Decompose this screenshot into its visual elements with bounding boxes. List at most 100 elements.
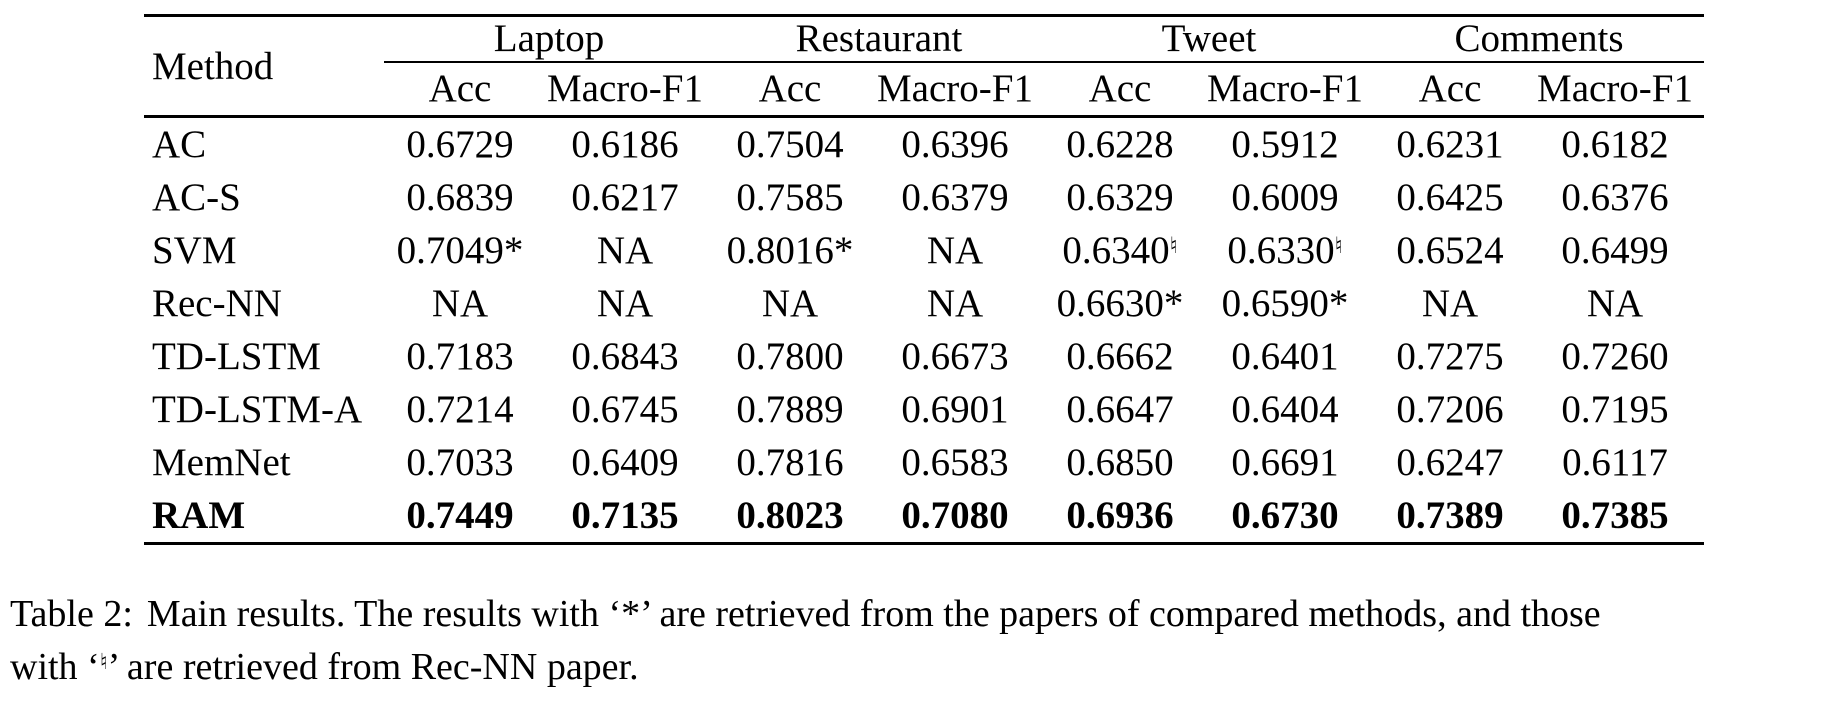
value-cell: 0.6117 bbox=[1562, 441, 1668, 484]
value-cell: 0.6583 bbox=[901, 441, 1009, 484]
value-cell: 0.6729 bbox=[406, 123, 514, 166]
column-header-comments-acc: Acc bbox=[1418, 67, 1482, 110]
value-cell: 0.6340♮ bbox=[1062, 229, 1178, 272]
value-cell: 0.7389 bbox=[1396, 494, 1504, 537]
value-cell: 0.6850 bbox=[1066, 441, 1174, 484]
method-cell: AC-S bbox=[151, 176, 241, 219]
value-cell: 0.6673 bbox=[901, 335, 1009, 378]
value-cell: 0.6182 bbox=[1561, 123, 1669, 166]
value-cell: 0.6901 bbox=[901, 388, 1009, 431]
value-cell: 0.8023 bbox=[736, 494, 844, 537]
table-row: SVM 0.7049* NA 0.8016* NA 0.6340♮ 0.6330♮ 0.652… bbox=[144, 224, 1704, 277]
value-cell: 0.6009 bbox=[1231, 176, 1339, 219]
method-cell: MemNet bbox=[151, 441, 291, 484]
value-cell: NA bbox=[1421, 282, 1479, 325]
group-header-comments: Comments bbox=[1374, 15, 1705, 63]
table-row: RAM 0.7449 0.7135 0.8023 0.7080 0.6936 0.6730 0… bbox=[144, 489, 1704, 544]
value-cell: NA bbox=[1586, 282, 1644, 325]
value-cell: NA bbox=[761, 282, 819, 325]
column-header-method: Method bbox=[151, 44, 274, 88]
value-cell: 0.6330♮ bbox=[1227, 229, 1343, 272]
value-cell: 0.6425 bbox=[1396, 176, 1504, 219]
value-cell: 0.6409 bbox=[571, 441, 679, 484]
value-cell: 0.6404 bbox=[1231, 388, 1339, 431]
value-cell: 0.7135 bbox=[571, 494, 679, 537]
table-header: Method Laptop Restaurant Tweet Comments … bbox=[143, 15, 1705, 117]
group-header-laptop: Laptop bbox=[383, 15, 714, 63]
value-cell: 0.7214 bbox=[406, 388, 514, 431]
value-cell: 0.6843 bbox=[571, 335, 679, 378]
value-cell: 0.6691 bbox=[1231, 441, 1339, 484]
value-cell: 0.7206 bbox=[1396, 388, 1504, 431]
value-cell: 0.6247 bbox=[1396, 441, 1504, 484]
value-cell: NA bbox=[596, 282, 654, 325]
group-header-tweet: Tweet bbox=[1043, 15, 1374, 63]
value-cell: 0.7049* bbox=[396, 229, 524, 272]
value-cell: 0.6186 bbox=[571, 123, 679, 166]
table-row: TD-LSTM 0.7183 0.6843 0.7800 0.6673 0.6662 0.6… bbox=[144, 330, 1704, 383]
group-header-row: Method Laptop Restaurant Tweet Comments bbox=[144, 15, 1705, 88]
value-cell: 0.7275 bbox=[1396, 335, 1504, 378]
table-row: TD-LSTM-A 0.7214 0.6745 0.7889 0.6901 0.6647 0… bbox=[144, 383, 1704, 436]
value-cell: 0.7585 bbox=[736, 176, 844, 219]
method-cell: TD-LSTM-A bbox=[151, 388, 363, 431]
method-cell: AC bbox=[151, 123, 207, 166]
value-cell: 0.6376 bbox=[1561, 176, 1669, 219]
value-cell: 0.6590* bbox=[1221, 282, 1349, 325]
value-cell: 0.7080 bbox=[901, 494, 1009, 537]
method-cell: TD-LSTM bbox=[151, 335, 321, 378]
method-cell: Rec-NN bbox=[151, 282, 282, 325]
caption-line2-after: ’ are retrieved from Rec-NN paper. bbox=[107, 646, 639, 688]
value-cell: 0.7800 bbox=[736, 335, 844, 378]
method-cell: SVM bbox=[151, 229, 237, 272]
column-header-restaurant-acc: Acc bbox=[758, 67, 822, 110]
natural-sign-icon: ♮ bbox=[1334, 232, 1343, 259]
value-cell: 0.6524 bbox=[1396, 229, 1504, 272]
caption-line1: Main results. The results with ‘*’ are r… bbox=[146, 593, 1601, 635]
value-cell: 0.6647 bbox=[1066, 388, 1174, 431]
value-cell: NA bbox=[926, 229, 984, 272]
value-cell: 0.6936 bbox=[1066, 494, 1174, 537]
table-row: AC-S 0.6839 0.6217 0.7585 0.6379 0.6329 0.6009… bbox=[144, 171, 1704, 224]
value-cell: 0.6231 bbox=[1396, 123, 1504, 166]
value-cell: NA bbox=[596, 229, 654, 272]
natural-sign-icon: ♮ bbox=[1169, 232, 1178, 259]
value-cell: 0.7816 bbox=[736, 441, 844, 484]
column-header-tweet-acc: Acc bbox=[1088, 67, 1152, 110]
group-header-restaurant: Restaurant bbox=[713, 15, 1044, 63]
value-cell: 0.7449 bbox=[406, 494, 514, 537]
value-cell: 0.5912 bbox=[1231, 123, 1339, 166]
column-header-comments-macrof1: Macro-F1 bbox=[1537, 67, 1693, 110]
value-cell: 0.7385 bbox=[1561, 494, 1669, 537]
value-cell: 0.6839 bbox=[406, 176, 514, 219]
value-cell: 0.7183 bbox=[406, 335, 514, 378]
value-cell: 0.6730 bbox=[1231, 494, 1339, 537]
column-header-laptop-acc: Acc bbox=[428, 67, 492, 110]
subheader-row: Acc Macro-F1 Acc Macro-F1 Acc Macro-F1 A… bbox=[144, 62, 1704, 117]
table-row: AC 0.6729 0.6186 0.7504 0.6396 0.6228 0.5912 0.… bbox=[144, 117, 1704, 172]
value-cell: 0.6630* bbox=[1056, 282, 1184, 325]
results-table: Method Laptop Restaurant Tweet Comments … bbox=[143, 14, 1705, 545]
value-cell: 0.7033 bbox=[406, 441, 514, 484]
method-cell: RAM bbox=[151, 494, 246, 537]
value-cell: 0.7195 bbox=[1561, 388, 1669, 431]
value-cell: 0.6662 bbox=[1066, 335, 1174, 378]
value-cell: 0.6745 bbox=[571, 388, 679, 431]
table-caption: Table 2: Main results. The results with ‘… bbox=[10, 588, 1840, 694]
value-cell: NA bbox=[431, 282, 489, 325]
caption-line2-before: with ‘ bbox=[10, 646, 100, 688]
value-cell: 0.6396 bbox=[901, 123, 1009, 166]
value-cell: 0.6379 bbox=[901, 176, 1009, 219]
column-header-tweet-macrof1: Macro-F1 bbox=[1207, 67, 1363, 110]
value-cell: 0.6217 bbox=[571, 176, 679, 219]
caption-label: Table 2: bbox=[10, 593, 133, 635]
value-cell: NA bbox=[926, 282, 984, 325]
table-row: Rec-NN NA NA NA NA 0.6630* 0.6590* NA NA bbox=[144, 277, 1704, 330]
column-header-restaurant-macrof1: Macro-F1 bbox=[877, 67, 1033, 110]
value-cell: 0.7260 bbox=[1561, 335, 1669, 378]
value-cell: 0.6401 bbox=[1231, 335, 1339, 378]
table-body: AC 0.6729 0.6186 0.7504 0.6396 0.6228 0.5912 0.… bbox=[144, 117, 1704, 544]
value-cell: 0.7889 bbox=[736, 388, 844, 431]
column-header-laptop-macrof1: Macro-F1 bbox=[547, 67, 703, 110]
